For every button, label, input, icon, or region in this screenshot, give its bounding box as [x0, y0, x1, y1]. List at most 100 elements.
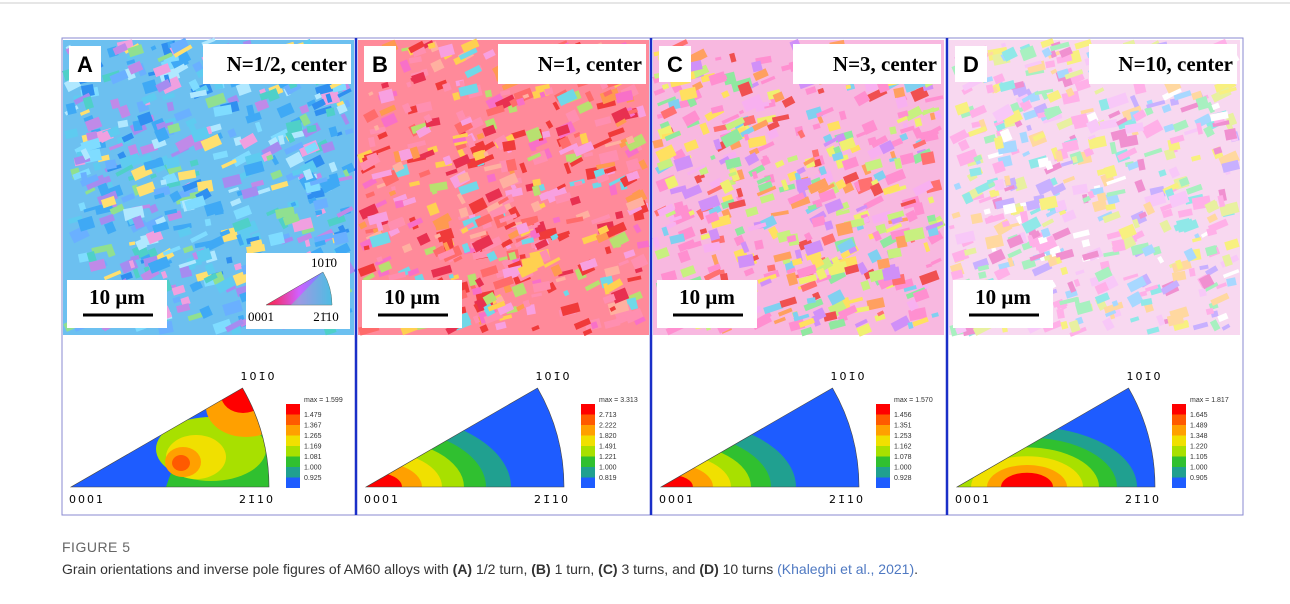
grain	[863, 195, 884, 210]
scale-bar-label: 10 μm	[975, 285, 1031, 309]
grain	[1040, 38, 1055, 49]
grain	[535, 83, 551, 92]
grain	[604, 265, 621, 278]
grain	[177, 226, 192, 238]
grain	[80, 171, 88, 182]
grain	[625, 135, 635, 145]
grain	[302, 168, 314, 181]
grain	[225, 285, 237, 293]
grain	[573, 132, 581, 138]
grain	[256, 187, 271, 195]
grain	[172, 296, 182, 304]
grain	[550, 233, 559, 241]
legend-swatch	[876, 477, 890, 488]
grain	[228, 186, 240, 194]
grain	[894, 278, 914, 291]
grain	[1205, 307, 1215, 316]
grain	[806, 297, 816, 304]
grain	[615, 118, 627, 128]
grain	[1004, 175, 1011, 186]
caption-text: Grain orientations and inverse pole figu…	[62, 561, 918, 577]
grain	[929, 112, 936, 121]
grain	[890, 214, 903, 225]
grain	[1171, 270, 1187, 282]
legend-level: 1.491	[599, 444, 617, 451]
grain	[805, 250, 822, 261]
grain	[827, 120, 841, 132]
grain	[434, 220, 450, 231]
scale-bar-label: 10 μm	[384, 285, 440, 309]
legend-swatch	[1172, 414, 1186, 425]
grain	[474, 153, 495, 166]
grain	[803, 239, 824, 257]
grain	[931, 312, 939, 318]
grain	[677, 239, 696, 252]
grain	[401, 102, 412, 114]
grain	[654, 247, 670, 260]
label-box	[793, 44, 941, 84]
grain	[815, 274, 832, 284]
grain	[1002, 202, 1017, 215]
grain	[576, 100, 594, 115]
grain	[233, 262, 243, 271]
grain	[923, 241, 931, 253]
grain	[291, 166, 308, 177]
grain	[515, 222, 530, 235]
grain	[189, 159, 199, 167]
grain	[525, 304, 536, 316]
grain	[1103, 301, 1124, 314]
grain	[816, 106, 834, 118]
grain	[1183, 127, 1200, 136]
grain	[664, 175, 679, 190]
grain	[573, 180, 583, 187]
grain	[313, 232, 334, 243]
caption-part: (B)	[531, 561, 551, 577]
grain	[800, 326, 813, 337]
grain	[79, 109, 91, 116]
grain	[1105, 203, 1116, 211]
grain	[854, 305, 870, 314]
grain	[1144, 284, 1159, 292]
scale-box	[67, 280, 167, 328]
grain	[889, 157, 898, 163]
contour	[366, 450, 442, 487]
legend-level: 1.000	[1190, 465, 1208, 472]
panel-label: N=3, center	[833, 52, 937, 76]
legend-level: 1.348	[1190, 433, 1208, 440]
grain	[221, 158, 237, 169]
grain	[1061, 90, 1080, 105]
grain	[1126, 291, 1144, 308]
grain	[787, 192, 806, 205]
contour	[661, 454, 731, 487]
grain	[534, 238, 549, 251]
grain	[1006, 234, 1024, 249]
grain	[137, 111, 154, 126]
letter-box	[69, 46, 101, 82]
grain	[1141, 119, 1164, 139]
grain	[709, 74, 728, 85]
legend-swatch	[286, 477, 300, 488]
grain	[1087, 135, 1107, 150]
grain	[1104, 309, 1117, 318]
citation-link[interactable]: (Khaleghi et al., 2021)	[777, 561, 915, 577]
grain	[1022, 150, 1031, 158]
grain	[602, 293, 616, 304]
grain	[381, 81, 390, 89]
ipf-outline	[659, 387, 860, 488]
grain	[953, 182, 962, 191]
grain	[367, 211, 389, 226]
grain	[854, 318, 868, 328]
grain	[975, 179, 995, 195]
grain	[763, 301, 784, 315]
grain	[436, 227, 455, 243]
grain	[560, 302, 581, 317]
grain	[416, 232, 431, 246]
grain	[486, 173, 497, 183]
grain	[829, 320, 839, 329]
grain	[418, 169, 431, 178]
grain	[487, 300, 506, 312]
grain	[167, 122, 181, 134]
grain	[204, 218, 212, 227]
grain	[80, 148, 91, 161]
grain	[607, 127, 625, 138]
